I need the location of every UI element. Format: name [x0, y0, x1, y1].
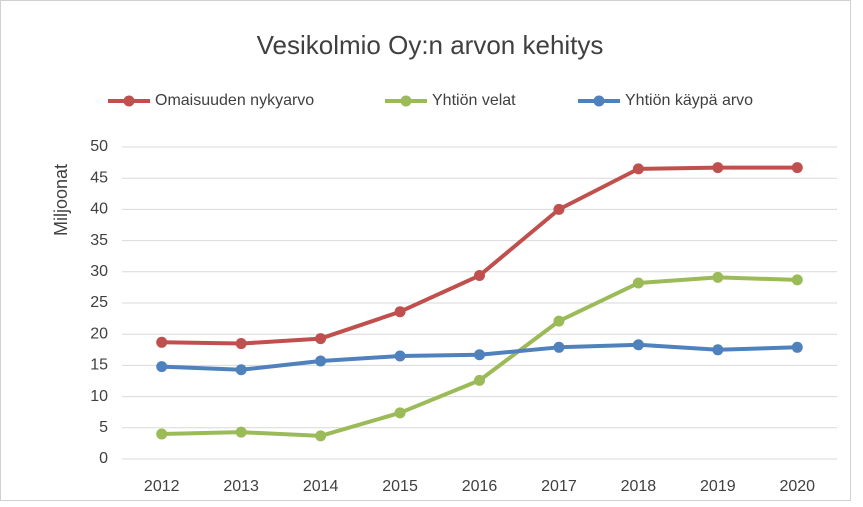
y-tick-label: 20: [90, 325, 108, 342]
data-point: [791, 162, 803, 174]
x-tick-label: 2016: [462, 478, 498, 495]
data-point: [394, 306, 406, 318]
data-point: [791, 341, 803, 353]
y-tick-label: 25: [90, 294, 108, 311]
legend-marker: [123, 95, 135, 107]
y-tick-label: 30: [90, 263, 108, 280]
y-tick-label: 45: [90, 169, 108, 186]
chart-border: [0, 0, 851, 501]
data-point: [235, 426, 247, 438]
data-point: [712, 344, 724, 356]
y-axis-label: Miljoonat: [51, 164, 71, 236]
data-point: [394, 407, 406, 419]
legend-marker: [593, 95, 605, 107]
x-tick-label: 2020: [779, 478, 815, 495]
y-tick-label: 35: [90, 232, 108, 249]
data-point: [712, 271, 724, 283]
data-point: [156, 361, 168, 373]
x-tick-label: 2014: [303, 478, 339, 495]
data-point: [632, 163, 644, 175]
legend-label: Yhtiön velat: [432, 92, 516, 109]
y-tick-label: 5: [99, 419, 108, 436]
data-point: [315, 355, 327, 367]
data-point: [474, 349, 485, 361]
data-point: [553, 341, 565, 353]
legend-marker: [400, 95, 412, 107]
data-point: [474, 270, 485, 282]
y-tick-label: 40: [90, 201, 108, 218]
data-point: [553, 315, 565, 327]
data-point: [632, 339, 644, 351]
data-point: [474, 374, 485, 386]
data-point: [553, 203, 565, 215]
legend-label: Yhtiön käypä arvo: [625, 92, 753, 109]
y-tick-label: 15: [90, 357, 108, 374]
data-point: [315, 333, 327, 345]
y-tick-label: 50: [90, 138, 108, 155]
chart-title: Vesikolmio Oy:n arvon kehitys: [257, 30, 604, 60]
data-point: [712, 162, 724, 174]
data-point: [791, 274, 803, 286]
data-point: [315, 430, 327, 442]
data-point: [394, 350, 406, 362]
data-point: [235, 338, 247, 350]
x-tick-label: 2018: [621, 478, 657, 495]
data-point: [156, 336, 168, 348]
y-tick-label: 0: [99, 450, 108, 467]
x-tick-label: 2015: [382, 478, 418, 495]
data-point: [156, 428, 168, 440]
x-tick-label: 2019: [700, 478, 736, 495]
legend-label: Omaisuuden nykyarvo: [155, 92, 314, 109]
y-tick-label: 10: [90, 388, 108, 405]
data-point: [235, 364, 247, 376]
x-tick-label: 2017: [541, 478, 577, 495]
x-tick-label: 2013: [223, 478, 259, 495]
data-point: [632, 277, 644, 289]
x-tick-label: 2012: [144, 478, 180, 495]
